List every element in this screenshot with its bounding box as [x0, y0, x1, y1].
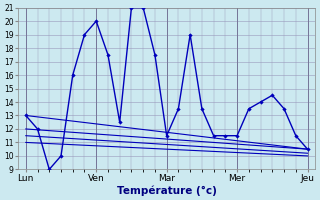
X-axis label: Température (°c): Température (°c) [117, 185, 217, 196]
